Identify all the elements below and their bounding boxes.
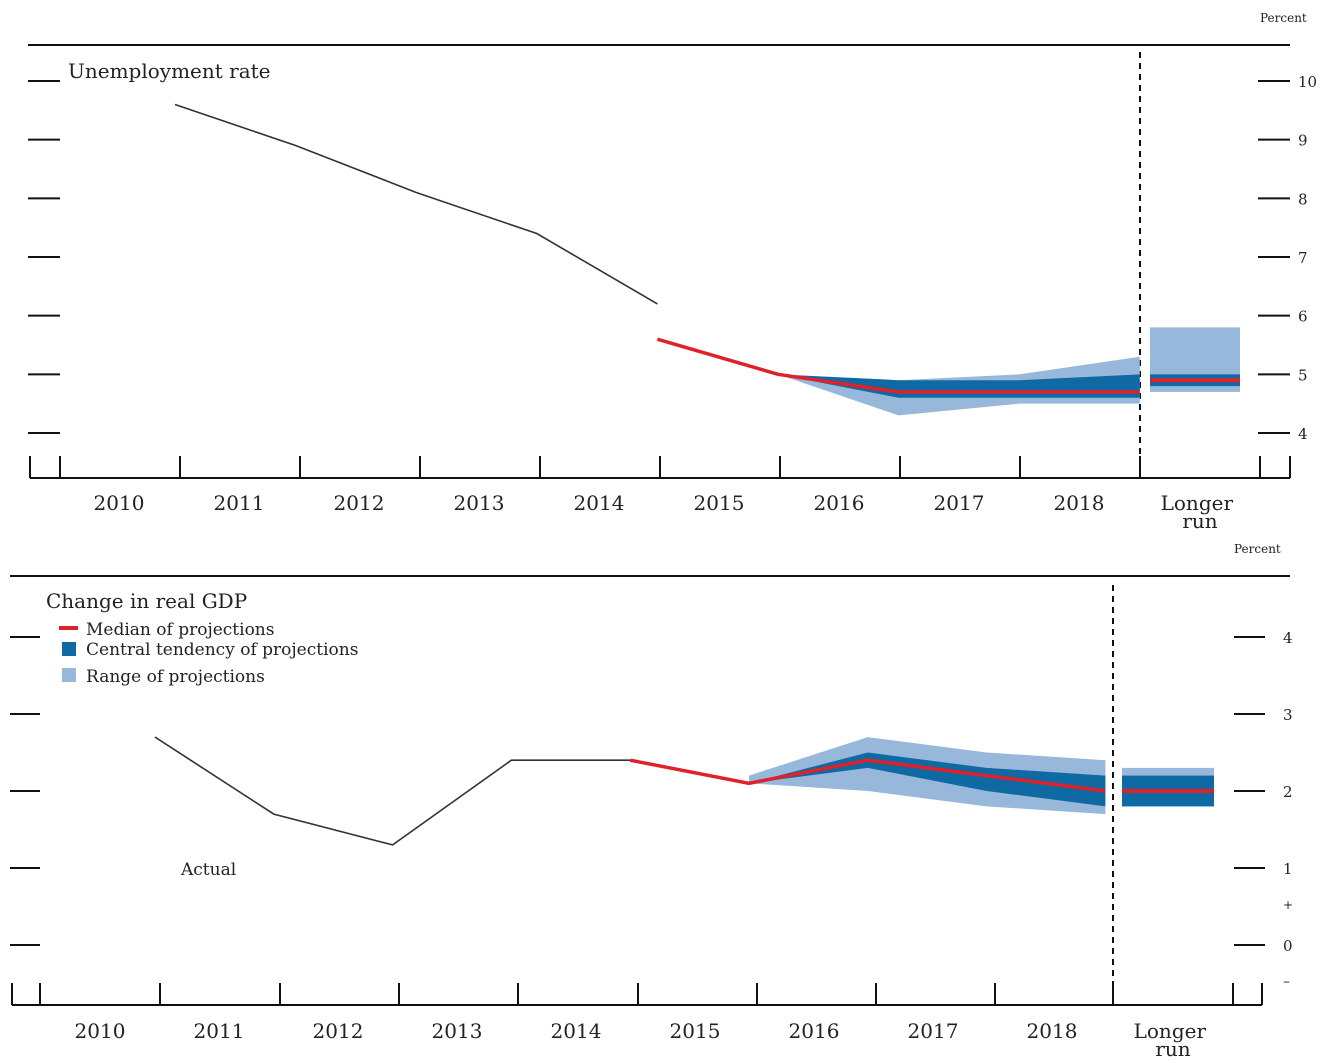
x-axis-dividers xyxy=(29,456,1291,478)
actual-line xyxy=(154,736,631,846)
panel-title: Unemployment rate xyxy=(68,59,271,83)
plus-sign: + xyxy=(1283,898,1293,912)
x-tick-label: 2011 xyxy=(214,491,265,515)
y-tick-label: 10 xyxy=(1298,73,1317,91)
y-tick-label: 9 xyxy=(1298,132,1308,150)
x-tick-label: 2018 xyxy=(1054,491,1105,515)
y-tick-label: 2 xyxy=(1283,783,1293,801)
legend-label: Median of projections xyxy=(86,620,274,640)
x-tick-line: Longer xyxy=(1134,1019,1207,1043)
legend-swatch-median xyxy=(59,626,78,630)
x-tick-label: 2010 xyxy=(75,1019,126,1043)
y-tick-label: 8 xyxy=(1298,190,1308,208)
x-tick-label: 2013 xyxy=(454,491,505,515)
series-lines xyxy=(174,103,1240,394)
actual-annotation: Actual xyxy=(180,860,236,880)
legend-label: Range of projections xyxy=(86,667,265,687)
y-tick-label: 0 xyxy=(1283,937,1293,955)
x-tick-label: 2014 xyxy=(551,1019,602,1043)
y-tick-label: 7 xyxy=(1298,249,1308,267)
minus-sign: – xyxy=(1283,974,1290,990)
y-tick-label: 3 xyxy=(1283,706,1293,724)
x-tick-label: 2015 xyxy=(670,1019,721,1043)
series-lines xyxy=(154,736,1214,846)
x-axis-dividers xyxy=(11,983,1263,1005)
y-tick-label: 5 xyxy=(1298,366,1308,384)
x-axis-labels: 2010 2011 2012 2013 2014 2015 2016 2017 … xyxy=(75,1019,1213,1061)
x-tick-line: Longer xyxy=(1161,491,1234,515)
x-tick-label: 2012 xyxy=(313,1019,364,1043)
x-tick-label: 2016 xyxy=(814,491,865,515)
x-tick-label: 2017 xyxy=(934,491,985,515)
y-tick-label: 4 xyxy=(1298,425,1308,443)
unemployment-panel: Percent Unemployment rate 4 5 6 7 8 9 10 2010 … xyxy=(28,11,1317,533)
legend-swatch-range xyxy=(62,668,76,682)
unit-label: Percent xyxy=(1260,11,1307,25)
x-tick-label: 2014 xyxy=(574,491,625,515)
x-tick-label: 2016 xyxy=(789,1019,840,1043)
median-line xyxy=(629,758,1106,793)
y-axis: 4 5 6 7 8 9 10 xyxy=(28,73,1317,443)
projection-bands xyxy=(778,327,1240,416)
x-tick-label: 2013 xyxy=(432,1019,483,1043)
x-tick-label: 2017 xyxy=(908,1019,959,1043)
panel-title: Change in real GDP xyxy=(46,589,247,613)
x-tick-label: 2011 xyxy=(194,1019,245,1043)
legend-swatch-central xyxy=(62,642,76,656)
y-tick-label: 4 xyxy=(1283,629,1293,647)
x-tick-line: run xyxy=(1155,1037,1190,1061)
y-tick-label: 1 xyxy=(1283,860,1293,878)
legend-label: Central tendency of projections xyxy=(86,640,358,660)
x-tick-label-longer-run: Longer run xyxy=(1161,491,1240,533)
median-line xyxy=(656,337,1140,394)
actual-line xyxy=(174,103,658,305)
x-tick-label-longer-run: Longer run xyxy=(1134,1019,1213,1061)
x-axis-labels: 2010 2011 2012 2013 2014 2015 2016 2017 … xyxy=(94,491,1240,533)
unit-label: Percent xyxy=(1234,542,1281,556)
x-tick-line: run xyxy=(1182,509,1217,533)
y-axis: 0 1 2 3 4 xyxy=(10,629,1293,955)
gdp-panel: Percent Change in real GDP Median of pro… xyxy=(10,542,1293,1061)
y-tick-label: 6 xyxy=(1298,308,1308,326)
x-tick-label: 2012 xyxy=(334,491,385,515)
legend: Median of projections Central tendency o… xyxy=(59,620,358,687)
x-tick-label: 2018 xyxy=(1027,1019,1078,1043)
x-tick-label: 2015 xyxy=(694,491,745,515)
x-tick-label: 2010 xyxy=(94,491,145,515)
